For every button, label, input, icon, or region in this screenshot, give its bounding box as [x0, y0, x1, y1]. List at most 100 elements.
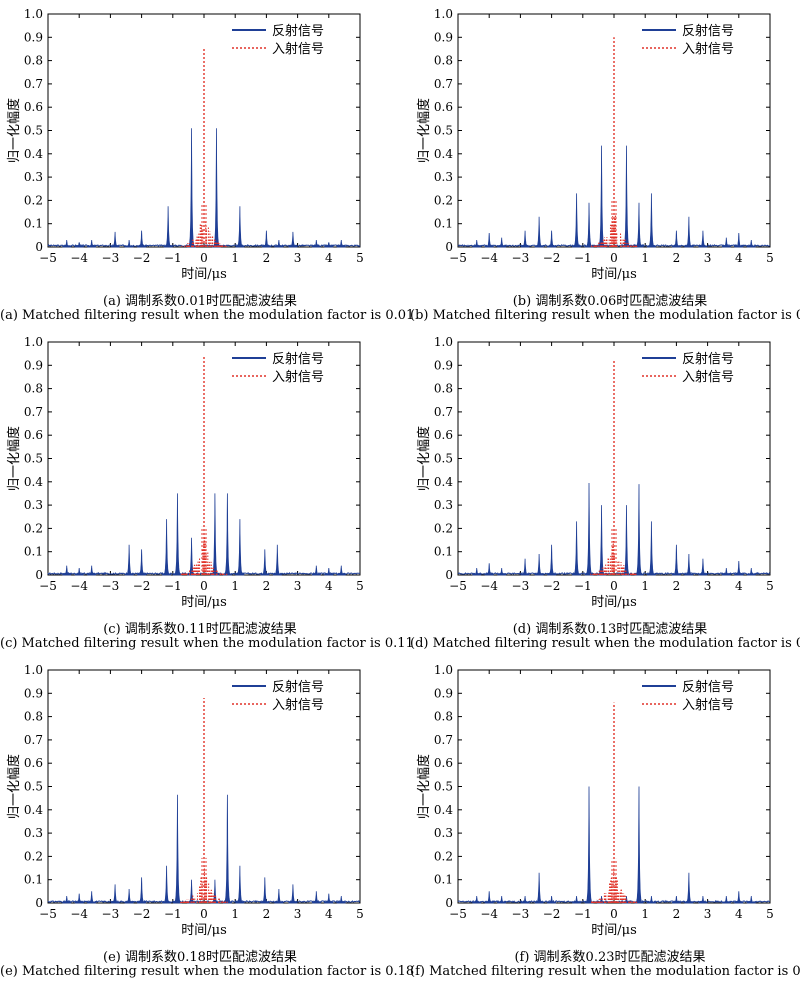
reflected-peak — [472, 567, 482, 576]
reflected-peak — [746, 895, 756, 904]
legend-label-incident: 入射信号 — [272, 697, 324, 713]
x-tick-label: −5 — [449, 251, 467, 265]
chart-panel-b: 0 0.1 0.2 0.3 0.4 0.5 0.6 0.7 0.8 0.9 1.0 −5 −4 −3 −2−… — [410, 0, 800, 328]
reflected-peak — [734, 560, 744, 576]
x-tick-label: −2 — [133, 251, 151, 265]
caption-cn: (f) 调制系数0.23时匹配滤波结果 — [514, 950, 706, 965]
y-tick-label: 0.4 — [24, 803, 43, 817]
x-tick-label: 3 — [704, 251, 712, 265]
reflected-peak — [622, 505, 631, 576]
chart-panel-f: 0 0.1 0.2 0.3 0.4 0.5 0.6 0.7 0.8 0.9 1.0 −5 −4 −3 −2−… — [410, 656, 800, 984]
x-tick-label: 3 — [704, 579, 712, 593]
reflected-peak — [684, 216, 694, 248]
reflected-peak — [110, 231, 120, 248]
y-tick-label: 0.3 — [434, 170, 453, 184]
reflected-peak — [698, 558, 708, 576]
reflected-peak — [87, 239, 97, 248]
reflected-peak — [484, 891, 494, 904]
x-tick-label: 0 — [610, 251, 618, 265]
reflected-peak — [336, 895, 346, 904]
caption-cn: (b) 调制系数0.06时匹配滤波结果 — [512, 294, 708, 309]
series-reflected — [457, 145, 771, 248]
x-tick-label: −1 — [164, 579, 182, 593]
reflected-peak — [622, 145, 631, 248]
x-tick-label: −5 — [39, 579, 57, 593]
reflected-peak — [311, 565, 321, 576]
y-tick-label: 0.1 — [434, 545, 453, 559]
reflected-peak — [520, 558, 530, 576]
x-tick-label: 2 — [263, 251, 271, 265]
reflected-peak — [572, 895, 581, 904]
x-tick-label: 2 — [673, 579, 681, 593]
y-tick-label: 0.2 — [24, 849, 43, 863]
x-axis-label: 时间/μs — [181, 923, 227, 938]
x-tick-label: 2 — [673, 251, 681, 265]
y-tick-label: 1.0 — [434, 335, 453, 349]
series-reflected — [47, 493, 361, 576]
legend-label-incident: 入射信号 — [682, 697, 734, 713]
reflected-peak — [124, 239, 134, 248]
reflected-peak — [584, 202, 594, 248]
x-tick-label: 5 — [356, 579, 364, 593]
x-axis-label: 时间/μs — [591, 923, 637, 938]
y-tick-label: 0 — [35, 568, 43, 582]
x-tick-label: −1 — [574, 251, 592, 265]
y-tick-label: 0.8 — [434, 710, 453, 724]
x-tick-label: −1 — [574, 579, 592, 593]
reflected-peak — [671, 895, 681, 904]
caption-cn: (c) 调制系数0.11时匹配滤波结果 — [103, 622, 297, 637]
reflected-peak — [74, 893, 84, 904]
legend-label-reflected: 反射信号 — [272, 23, 324, 39]
caption-cn: (e) 调制系数0.18时匹配滤波结果 — [103, 950, 297, 965]
y-tick-label: 0.7 — [24, 733, 43, 747]
y-tick-label: 0.7 — [434, 405, 453, 419]
y-tick-label: 0.1 — [24, 545, 43, 559]
y-tick-label: 0.3 — [434, 826, 453, 840]
y-tick-label: 0.6 — [434, 756, 453, 770]
incident-skirt — [181, 220, 228, 247]
x-tick-label: 4 — [735, 907, 743, 921]
y-tick-label: 0.7 — [434, 77, 453, 91]
x-tick-label: −4 — [480, 907, 498, 921]
y-tick-label: 0.2 — [434, 521, 453, 535]
reflected-peak — [274, 239, 284, 248]
caption-cn: (a) 调制系数0.01时匹配滤波结果 — [103, 294, 297, 309]
y-tick-label: 0.2 — [24, 193, 43, 207]
reflected-peak — [137, 549, 147, 576]
x-tick-label: −3 — [512, 579, 530, 593]
x-tick-label: −5 — [39, 251, 57, 265]
reflected-peak — [187, 537, 196, 576]
reflected-peak — [222, 493, 232, 576]
y-tick-label: 0.9 — [434, 30, 453, 44]
reflected-peak — [124, 888, 134, 904]
y-axis-label: 归一化幅度 — [6, 754, 22, 819]
legend-label-reflected: 反射信号 — [682, 23, 734, 39]
chart-svg-a: 0 0.1 0.2 0.3 0.4 0.5 0.6 0.7 0.8 0.9 1.0 −5 −4 −3 −2−… — [6, 7, 364, 282]
reflected-peak — [336, 565, 346, 576]
reflected-peak — [721, 567, 731, 576]
y-tick-label: 0.6 — [24, 756, 43, 770]
reflected-peak — [62, 565, 72, 576]
legend-label-reflected: 反射信号 — [272, 679, 324, 695]
reflected-peak — [62, 239, 72, 248]
reflected-peak — [261, 230, 271, 248]
reflected-peak — [484, 563, 494, 576]
reflected-peak — [584, 482, 594, 576]
x-tick-label: 1 — [231, 579, 239, 593]
reflected-peak — [534, 553, 544, 576]
reflected-peak — [137, 877, 147, 904]
y-tick-label: 0.6 — [434, 428, 453, 442]
y-axis-label: 归一化幅度 — [6, 98, 22, 163]
y-tick-label: 0.7 — [434, 733, 453, 747]
y-tick-label: 0.9 — [24, 358, 43, 372]
x-axis-label: 时间/μs — [181, 595, 227, 610]
y-tick-label: 0.6 — [24, 100, 43, 114]
chart-svg-d: 0 0.1 0.2 0.3 0.4 0.5 0.6 0.7 0.8 0.9 1.0 −5 −4 −3 −2−… — [416, 335, 774, 610]
y-tick-label: 0 — [35, 896, 43, 910]
x-tick-label: 3 — [704, 907, 712, 921]
y-tick-label: 0.2 — [24, 521, 43, 535]
x-tick-label: 5 — [356, 907, 364, 921]
x-axis-label: 时间/μs — [181, 267, 227, 282]
legend-label-reflected: 反射信号 — [682, 351, 734, 367]
